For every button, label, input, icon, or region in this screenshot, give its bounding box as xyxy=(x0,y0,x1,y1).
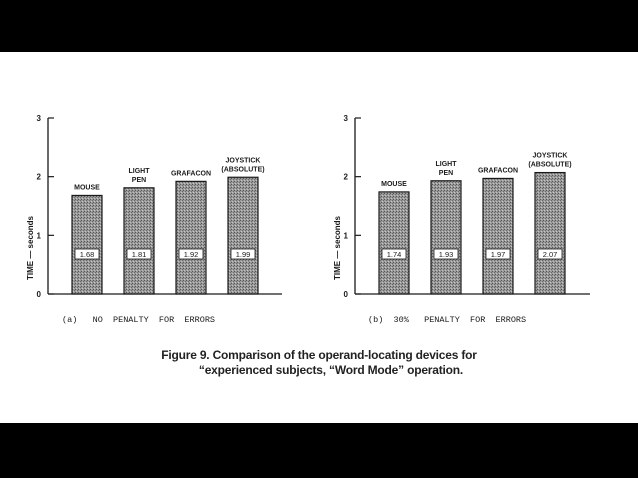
category-label: PEN xyxy=(439,170,453,177)
y-tick-label: 2 xyxy=(344,173,349,182)
value-label-box xyxy=(537,248,563,260)
y-tick-label: 0 xyxy=(344,290,349,299)
chart-subtitle: (a) NO PENALTY FOR ERRORS xyxy=(62,315,215,325)
y-tick-label: 0 xyxy=(37,290,42,299)
value-label-box xyxy=(178,248,204,260)
category-label: MOUSE xyxy=(381,181,407,188)
y-tick-label: 1 xyxy=(37,231,42,240)
figure: TIME — seconds (a) NO PENALTY FOR ERRORS… xyxy=(26,114,590,325)
figure-caption-line-2: “experienced subjects, “Word Mode” opera… xyxy=(198,363,464,377)
value-label: 1.93 xyxy=(439,250,454,259)
category-label: LIGHT xyxy=(436,161,458,168)
bar xyxy=(482,177,514,295)
category-label: MOUSE xyxy=(74,184,100,191)
figure-caption-line-1: Figure 9. Comparison of the operand-loca… xyxy=(161,348,477,362)
category-label: JOYSTICK xyxy=(225,157,260,164)
category-label: PEN xyxy=(132,177,146,184)
chart-no-penalty: TIME — seconds (a) NO PENALTY FOR ERRORS… xyxy=(26,114,282,325)
bar xyxy=(430,180,462,295)
y-tick-label: 1 xyxy=(344,231,349,240)
value-label: 1.74 xyxy=(387,250,402,259)
y-tick-label: 2 xyxy=(37,173,42,182)
y-tick-label: 3 xyxy=(37,114,42,123)
value-label: 1.99 xyxy=(236,250,251,259)
bar xyxy=(71,194,103,295)
value-label-box xyxy=(433,248,459,260)
value-label: 1.68 xyxy=(80,250,95,259)
value-label-box xyxy=(74,248,100,260)
value-label: 2.07 xyxy=(543,250,558,259)
slide: TIME — seconds (a) NO PENALTY FOR ERRORS… xyxy=(0,52,638,423)
value-label: 1.92 xyxy=(184,250,199,259)
bar xyxy=(534,171,566,295)
chart-30-percent-penalty: TIME — seconds (b) 30% PENALTY FOR ERROR… xyxy=(333,114,590,325)
category-label: GRAFACON xyxy=(478,167,518,174)
value-label-box xyxy=(126,248,152,260)
bar xyxy=(227,176,259,295)
chart-subtitle: (b) 30% PENALTY FOR ERRORS xyxy=(368,315,526,325)
category-label: LIGHT xyxy=(129,168,151,175)
value-label-box xyxy=(230,248,256,260)
value-label-box xyxy=(381,248,407,260)
bar xyxy=(175,180,207,295)
value-label: 1.81 xyxy=(132,250,147,259)
bar xyxy=(123,187,155,295)
y-tick-label: 3 xyxy=(344,114,349,123)
value-label: 1.97 xyxy=(491,250,506,259)
category-label: (ABSOLUTE) xyxy=(528,162,571,169)
value-label-box xyxy=(485,248,511,260)
category-label: (ABSOLUTE) xyxy=(221,166,264,173)
category-label: GRAFACON xyxy=(171,170,211,177)
y-axis-title: TIME — seconds xyxy=(333,215,342,280)
category-label: JOYSTICK xyxy=(532,153,567,160)
y-axis-title: TIME — seconds xyxy=(26,215,35,280)
bar xyxy=(378,191,410,295)
